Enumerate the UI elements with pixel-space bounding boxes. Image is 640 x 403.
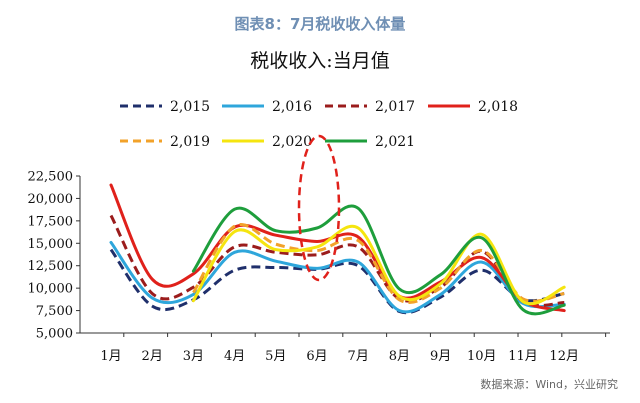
y-tick: 5,000 — [36, 327, 80, 342]
chart-legend: 2,015 2,016 2,017 2,018 2,019 2,020 2,021 — [120, 99, 518, 150]
legend-label: 2,015 — [170, 99, 210, 115]
x-tick: 3月 — [183, 333, 212, 364]
x-tick-label: 3月 — [183, 349, 204, 364]
chart-annotation — [297, 134, 341, 282]
x-tick-label: 9月 — [430, 349, 451, 364]
chart-axes: 5,000 7,500 10,000 12,500 15,000 17,500 20,000… — [28, 170, 610, 364]
series-line-1 — [109, 240, 566, 314]
y-tick: 17,500 — [28, 214, 80, 229]
x-tick: 2月 — [142, 333, 169, 364]
legend-label: 2,017 — [375, 99, 415, 115]
x-tick: 7月 — [348, 333, 388, 364]
legend-item: 2,021 — [325, 134, 415, 150]
legend-item: 2,016 — [222, 99, 312, 115]
x-tick: 11月 — [508, 333, 563, 364]
y-tick-label: 20,000 — [28, 192, 74, 207]
series-line-6 — [191, 204, 566, 316]
x-tick-label: 4月 — [224, 349, 245, 364]
y-tick: 7,500 — [36, 304, 80, 319]
y-tick: 20,000 — [28, 192, 80, 207]
y-tick-label: 5,000 — [36, 327, 73, 342]
y-tick-label: 7,500 — [36, 304, 73, 319]
y-tick: 15,000 — [28, 237, 80, 252]
x-tick: 4月 — [224, 333, 256, 364]
legend-item: 2,018 — [428, 99, 518, 115]
legend-item: 2,020 — [222, 134, 312, 150]
series-line-5 — [191, 224, 566, 306]
legend-label: 2,021 — [375, 134, 415, 150]
x-tick: 5月 — [265, 333, 300, 364]
x-tick-label: 2月 — [142, 349, 163, 364]
legend-item: 2,015 — [120, 99, 210, 115]
source-note: 数据来源：Wind，兴业研究 — [480, 378, 618, 391]
chart-title: 税收收入:当月值 — [250, 50, 390, 72]
x-tick-label: 7月 — [348, 349, 369, 364]
y-tick-label: 15,000 — [28, 237, 74, 252]
y-tick: 10,000 — [28, 282, 80, 297]
legend-label: 2,019 — [170, 134, 210, 150]
x-tick-label: 11月 — [508, 349, 538, 364]
x-tick: 12月 — [549, 333, 607, 364]
x-tick-label: 5月 — [265, 349, 286, 364]
legend-label: 2,018 — [478, 99, 518, 115]
y-tick-label: 22,500 — [28, 170, 74, 185]
series-line-0 — [109, 248, 565, 315]
x-tick-label: 1月 — [100, 349, 121, 364]
figure-title: 图表8：7月税收收入体量 — [234, 15, 406, 33]
x-tick: 8月 — [389, 333, 431, 364]
x-tick: 9月 — [430, 333, 475, 364]
legend-item: 2,017 — [325, 99, 415, 115]
legend-label: 2,020 — [272, 134, 312, 150]
x-tick: 1月 — [100, 333, 125, 364]
x-tick-label: 8月 — [389, 349, 410, 364]
x-tick: 6月 — [306, 333, 344, 364]
x-tick-label: 12月 — [549, 349, 579, 364]
chart-series — [109, 183, 566, 316]
x-tick-label: 10月 — [467, 349, 497, 364]
x-tick-label: 6月 — [306, 349, 327, 364]
legend-item: 2,019 — [120, 134, 210, 150]
y-tick: 12,500 — [28, 259, 80, 274]
y-tick-label: 17,500 — [28, 214, 74, 229]
y-tick-label: 10,000 — [28, 282, 74, 297]
y-tick: 22,500 — [28, 170, 80, 185]
x-tick: 10月 — [467, 333, 519, 364]
june-highlight-ellipse — [297, 134, 341, 282]
legend-label: 2,016 — [272, 99, 312, 115]
y-tick-label: 12,500 — [28, 259, 74, 274]
